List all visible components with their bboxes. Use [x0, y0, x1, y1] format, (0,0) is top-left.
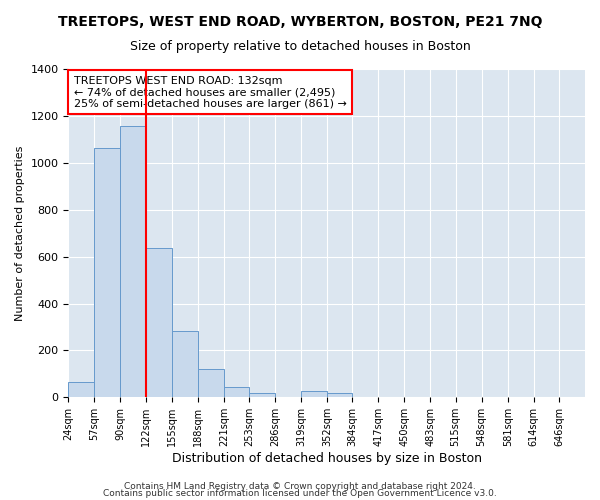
Bar [198, 369, 224, 398]
Bar [224, 387, 249, 398]
Bar [68, 382, 94, 398]
Bar [94, 148, 121, 398]
Bar [301, 392, 327, 398]
Text: Contains public sector information licensed under the Open Government Licence v3: Contains public sector information licen… [103, 489, 497, 498]
Text: TREETOPS WEST END ROAD: 132sqm
← 74% of detached houses are smaller (2,495)
25% : TREETOPS WEST END ROAD: 132sqm ← 74% of … [74, 76, 346, 109]
Bar [146, 248, 172, 398]
Text: Contains HM Land Registry data © Crown copyright and database right 2024.: Contains HM Land Registry data © Crown c… [124, 482, 476, 491]
Bar [121, 126, 146, 398]
Bar [249, 392, 275, 398]
Bar [172, 330, 198, 398]
Bar [327, 392, 352, 398]
X-axis label: Distribution of detached houses by size in Boston: Distribution of detached houses by size … [172, 452, 482, 465]
Text: TREETOPS, WEST END ROAD, WYBERTON, BOSTON, PE21 7NQ: TREETOPS, WEST END ROAD, WYBERTON, BOSTO… [58, 15, 542, 29]
Y-axis label: Number of detached properties: Number of detached properties [15, 146, 25, 321]
Text: Size of property relative to detached houses in Boston: Size of property relative to detached ho… [130, 40, 470, 53]
